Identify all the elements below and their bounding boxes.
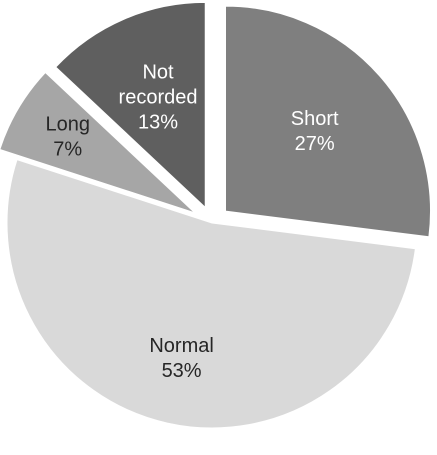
pie-label-pct-normal: 53%: [162, 360, 202, 382]
pie-slice-not-recorded: [55, 1, 206, 209]
pie-label-not-recorded: Not: [142, 62, 174, 84]
pie-label-pct-short: 27%: [295, 133, 335, 155]
pie-label-short: Short: [291, 108, 339, 130]
pie-slice-long: [0, 71, 196, 214]
pie-slice-normal: [6, 159, 416, 429]
pie-label-not-recorded: recorded: [119, 87, 198, 109]
pie-label-normal: Normal: [149, 335, 213, 357]
pie-slices: [0, 1, 431, 429]
pie-label-pct-not-recorded: 13%: [138, 112, 178, 134]
pie-labels: Short 27% Normal 53% Long 7% Not recorded 13%: [45, 62, 339, 382]
pie-label-pct-long: 7%: [53, 138, 82, 160]
pie-label-long: Long: [45, 113, 90, 135]
pie-slice-short: [225, 5, 431, 238]
